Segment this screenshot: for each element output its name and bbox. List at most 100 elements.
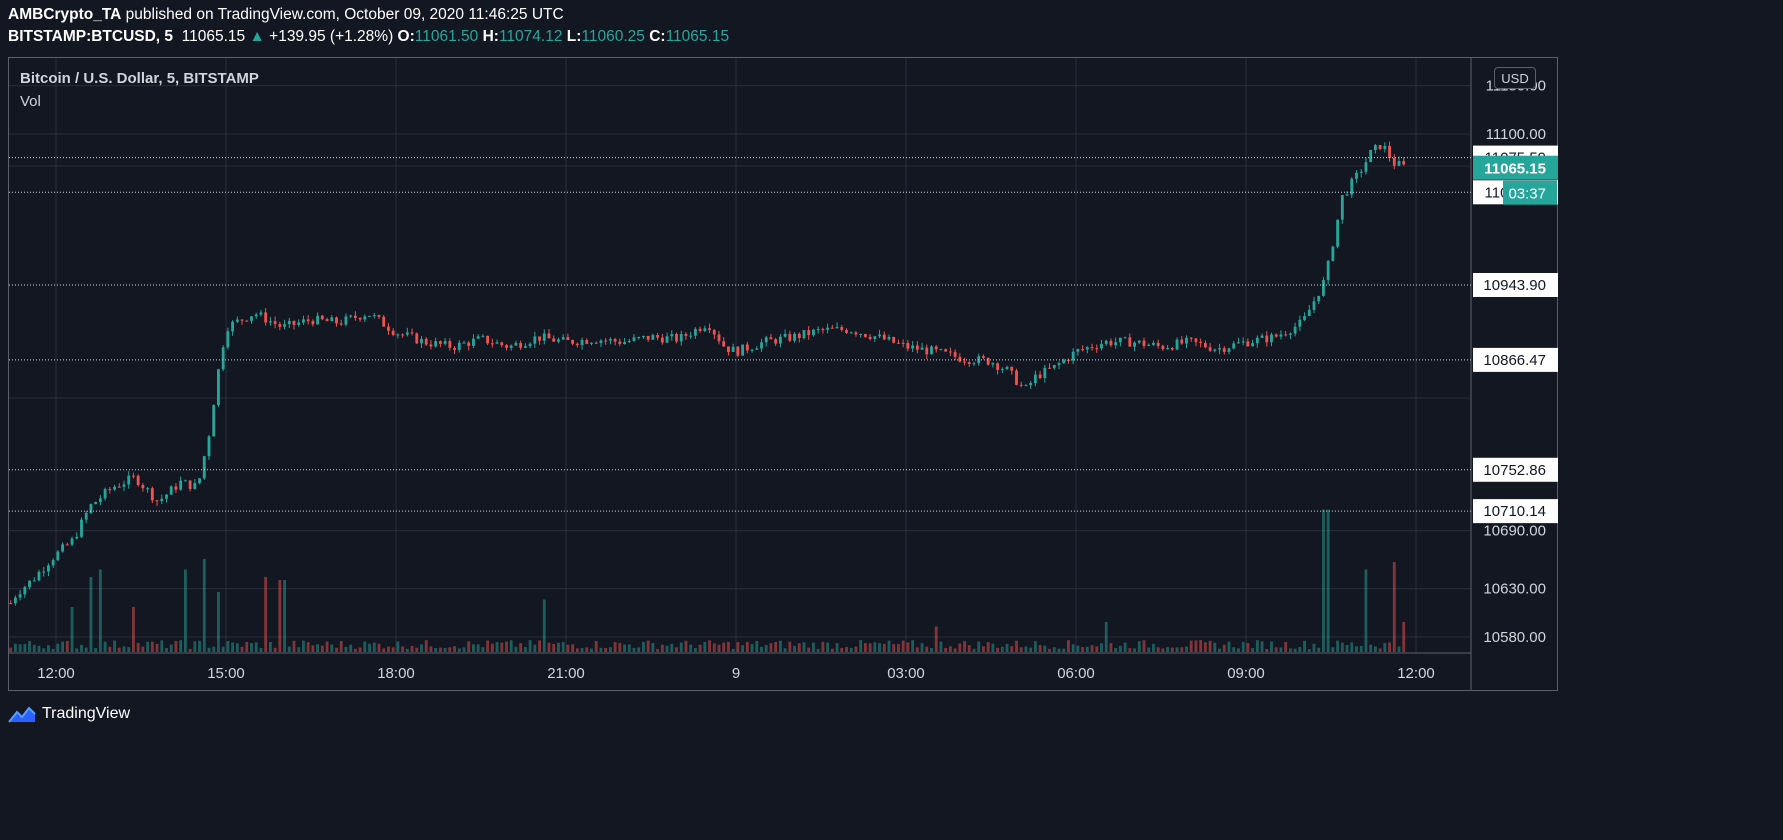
candle-body xyxy=(863,334,867,337)
candle-body xyxy=(675,334,678,342)
candle-body xyxy=(1331,246,1335,261)
volume-bar xyxy=(84,647,88,652)
volume-bar xyxy=(1274,647,1278,652)
volume-bar xyxy=(80,644,83,652)
volume-bar xyxy=(509,640,513,652)
candle-body xyxy=(830,327,834,329)
volume-bar xyxy=(859,640,863,652)
volume-bar xyxy=(665,645,669,652)
candle-body xyxy=(953,352,957,357)
volume-bar xyxy=(32,644,36,652)
volume-bar xyxy=(235,643,239,652)
candle-body xyxy=(1133,342,1136,347)
volume-bar xyxy=(438,647,442,652)
volume-bar xyxy=(56,643,60,652)
volume-bar xyxy=(353,648,357,652)
candle-body xyxy=(519,342,523,348)
x-tick-label: 15:00 xyxy=(207,665,245,682)
price-chart[interactable]: 12:00 15:00 18:00 21:00 9 03:00 06:00 09:00 12:0… xyxy=(0,0,1568,739)
volume-bar xyxy=(202,559,206,652)
volume-bar xyxy=(278,580,282,652)
volume-bar xyxy=(335,647,338,652)
x-tick-label: 9 xyxy=(732,665,740,682)
volume-bar xyxy=(693,648,697,652)
volume-bar xyxy=(986,642,990,652)
candle-body xyxy=(457,342,461,350)
candle-body xyxy=(486,335,490,344)
candle-body xyxy=(122,484,126,487)
candle-body xyxy=(377,315,381,317)
volume-bar xyxy=(155,643,159,652)
candle-body xyxy=(514,342,518,346)
volume-bar xyxy=(505,641,508,652)
volume-bar xyxy=(117,647,121,652)
candle-body xyxy=(212,405,216,437)
candle-body xyxy=(9,603,13,605)
volume-bar xyxy=(816,648,820,652)
volume-bar xyxy=(434,648,438,652)
candle-body xyxy=(698,328,702,331)
candle-body xyxy=(618,341,622,345)
volume-bar xyxy=(1373,646,1377,652)
candle-body xyxy=(18,594,22,598)
volume-bar xyxy=(1270,641,1273,652)
chart-panel[interactable] xyxy=(8,57,1558,691)
candle-body xyxy=(1303,316,1306,320)
candle-body xyxy=(608,339,612,341)
volume-bar xyxy=(972,648,976,652)
volume-bar xyxy=(1185,646,1188,652)
price-line-label: 10710.14 xyxy=(1483,503,1546,520)
candle-body xyxy=(169,486,173,495)
volume-bar xyxy=(1038,645,1042,652)
volume-bar xyxy=(764,644,768,652)
candle-body xyxy=(13,597,17,604)
volume-bar xyxy=(755,641,759,652)
candle-body xyxy=(670,334,674,337)
volume-bar xyxy=(854,646,858,652)
countdown-label: 03:37 xyxy=(1508,186,1546,203)
volume-bar xyxy=(70,607,74,652)
volume-bar xyxy=(863,643,867,652)
candle-body xyxy=(703,328,707,331)
candle-body xyxy=(996,363,1000,370)
candle-body xyxy=(1015,370,1018,385)
candle-body xyxy=(198,478,201,484)
candle-body xyxy=(28,580,31,588)
currency-button[interactable]: USD xyxy=(1494,67,1536,89)
candle-body xyxy=(1085,347,1089,350)
candle-body xyxy=(1397,161,1401,166)
volume-bar xyxy=(146,641,150,652)
candle-body xyxy=(330,317,334,322)
volume-bar xyxy=(51,648,55,652)
volume-bar xyxy=(94,648,98,652)
volume-bar xyxy=(1241,642,1245,652)
candle-body xyxy=(1147,344,1151,346)
volume-bar xyxy=(1175,647,1179,652)
candle-body xyxy=(1279,334,1283,337)
candle-body xyxy=(391,330,395,335)
open-value: 11061.50 xyxy=(414,28,479,45)
volume-bar xyxy=(1147,647,1151,652)
volume-bar xyxy=(1152,643,1155,652)
candle-body xyxy=(278,323,282,327)
candle-body xyxy=(1293,326,1297,334)
candle-body xyxy=(250,316,253,321)
volume-bar xyxy=(1156,647,1160,652)
candle-body xyxy=(283,324,286,327)
candle-body xyxy=(231,321,235,332)
volume-bar xyxy=(169,644,173,652)
candle-body xyxy=(32,580,36,582)
volume-bar xyxy=(1322,509,1325,652)
volume-bar xyxy=(561,642,565,652)
volume-bar xyxy=(320,645,324,652)
candle-body xyxy=(868,336,872,339)
volume-bar xyxy=(1062,648,1066,652)
volume-bar xyxy=(948,646,952,652)
candle-body xyxy=(1024,385,1028,387)
candle-body xyxy=(415,333,419,344)
candle-body xyxy=(594,342,598,344)
candle-body xyxy=(523,346,527,348)
volume-bar xyxy=(1369,644,1373,652)
candle-body xyxy=(1274,334,1278,337)
candle-body xyxy=(575,343,579,346)
